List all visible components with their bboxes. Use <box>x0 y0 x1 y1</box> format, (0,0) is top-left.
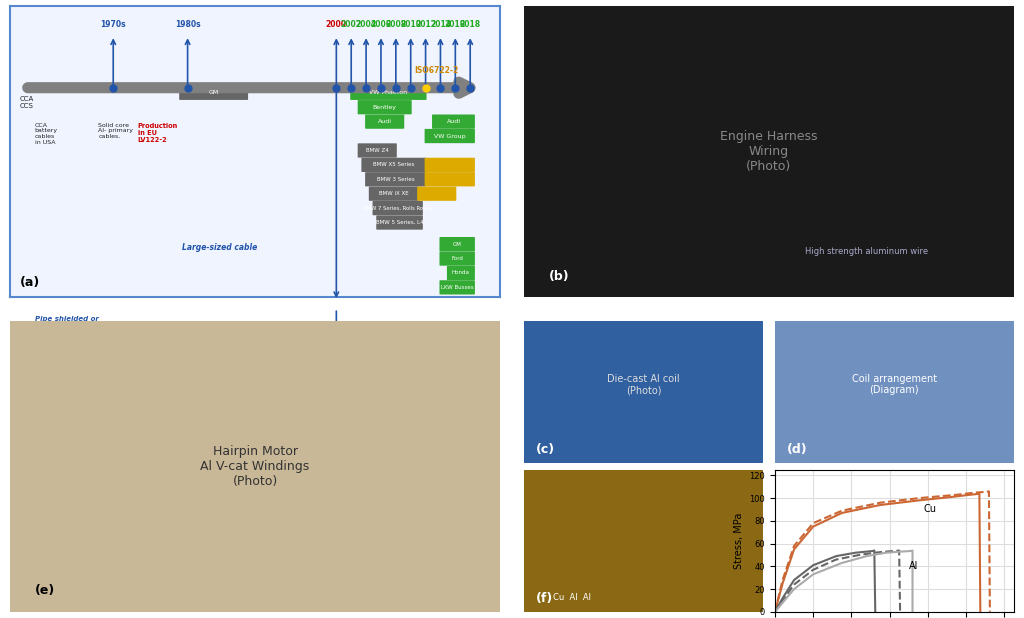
Text: LKW Busses: LKW Busses <box>441 285 473 290</box>
FancyBboxPatch shape <box>357 143 397 158</box>
Text: BMW 7 Series, Rolls Royce: BMW 7 Series, Rolls Royce <box>364 206 432 211</box>
FancyBboxPatch shape <box>425 172 475 187</box>
Text: Hairpin Motor
Al V-cat Windings
(Photo): Hairpin Motor Al V-cat Windings (Photo) <box>201 445 309 488</box>
FancyBboxPatch shape <box>439 280 475 295</box>
Text: 1980s: 1980s <box>175 20 201 30</box>
FancyBboxPatch shape <box>357 100 412 114</box>
FancyBboxPatch shape <box>432 114 475 129</box>
FancyBboxPatch shape <box>439 237 475 252</box>
Text: ISO6722-2: ISO6722-2 <box>415 66 459 75</box>
Text: 2002: 2002 <box>341 20 361 30</box>
Text: 1970s: 1970s <box>100 20 126 30</box>
FancyBboxPatch shape <box>373 201 423 215</box>
Text: Ford: Ford <box>452 256 463 261</box>
Text: Large-sized cable: Large-sized cable <box>181 243 257 253</box>
Text: Al: Al <box>908 561 919 570</box>
Text: Cu  Al  Al: Cu Al Al <box>553 593 591 603</box>
Text: Pipe shielded or
Small-sized: Pipe shielded or Small-sized <box>35 316 98 329</box>
Text: 2010: 2010 <box>400 20 421 30</box>
Text: 2014: 2014 <box>430 20 451 30</box>
Text: VW Group: VW Group <box>434 133 466 138</box>
Y-axis label: Stress, MPa: Stress, MPa <box>734 512 744 569</box>
Text: BMW Z4: BMW Z4 <box>366 148 389 153</box>
Text: (b): (b) <box>549 270 569 283</box>
Text: Solid core
Al- primary
cables.: Solid core Al- primary cables. <box>98 122 133 139</box>
FancyBboxPatch shape <box>350 86 427 100</box>
Text: Honda: Honda <box>452 271 470 276</box>
Text: Cu: Cu <box>924 504 937 514</box>
Text: Toyota: Toyota <box>380 342 397 347</box>
FancyBboxPatch shape <box>361 158 427 172</box>
Text: CCA
battery
cables
in USA: CCA battery cables in USA <box>35 122 57 145</box>
Text: 2004: 2004 <box>355 20 377 30</box>
FancyBboxPatch shape <box>446 266 475 280</box>
FancyBboxPatch shape <box>376 216 423 230</box>
Text: Audi: Audi <box>378 119 391 124</box>
Text: (e): (e) <box>35 584 55 597</box>
Text: CCA
CCS: CCA CCS <box>20 96 34 109</box>
FancyBboxPatch shape <box>369 187 419 201</box>
Text: BMW 5 Series, L4: BMW 5 Series, L4 <box>376 220 423 225</box>
FancyBboxPatch shape <box>366 172 427 187</box>
Text: BMW 3 Series: BMW 3 Series <box>377 177 415 182</box>
Text: BMW iX XE: BMW iX XE <box>379 191 409 196</box>
Text: (d): (d) <box>786 442 808 455</box>
Text: VW Phaeton: VW Phaeton <box>370 90 408 95</box>
Text: 2016: 2016 <box>444 20 466 30</box>
Text: 2008: 2008 <box>385 20 407 30</box>
Text: BMW X5 Series: BMW X5 Series <box>374 163 415 167</box>
Text: 2018: 2018 <box>460 20 480 30</box>
FancyBboxPatch shape <box>439 252 475 266</box>
Text: Die-cast Al coil
(Photo): Die-cast Al coil (Photo) <box>607 374 680 396</box>
FancyBboxPatch shape <box>179 86 248 100</box>
Text: Bentley: Bentley <box>373 104 396 110</box>
Text: (c): (c) <box>537 442 555 455</box>
Text: High strength aluminum wire: High strength aluminum wire <box>805 247 929 256</box>
FancyBboxPatch shape <box>357 309 389 323</box>
Text: Engine Harness
Wiring
(Photo): Engine Harness Wiring (Photo) <box>720 130 818 173</box>
Text: Honda, Insight: Honda, Insight <box>360 328 398 333</box>
FancyBboxPatch shape <box>366 323 393 338</box>
Text: 2000: 2000 <box>326 20 347 30</box>
Text: 2006: 2006 <box>371 20 391 30</box>
Text: (f): (f) <box>537 591 553 605</box>
Text: Coil arrangement
(Diagram): Coil arrangement (Diagram) <box>852 374 937 396</box>
Text: Honda, Civic hybrid: Honda, Civic hybrid <box>348 314 399 319</box>
Text: GM: GM <box>453 242 462 247</box>
FancyBboxPatch shape <box>425 158 475 172</box>
Text: Audi: Audi <box>446 119 461 124</box>
FancyBboxPatch shape <box>366 114 404 129</box>
FancyBboxPatch shape <box>425 129 475 143</box>
FancyBboxPatch shape <box>373 338 404 352</box>
Text: 2012: 2012 <box>415 20 436 30</box>
Text: (a): (a) <box>20 276 40 289</box>
Text: Production
in EU
LV122-2: Production in EU LV122-2 <box>137 122 178 143</box>
FancyBboxPatch shape <box>417 187 457 201</box>
Text: GM: GM <box>209 90 219 95</box>
